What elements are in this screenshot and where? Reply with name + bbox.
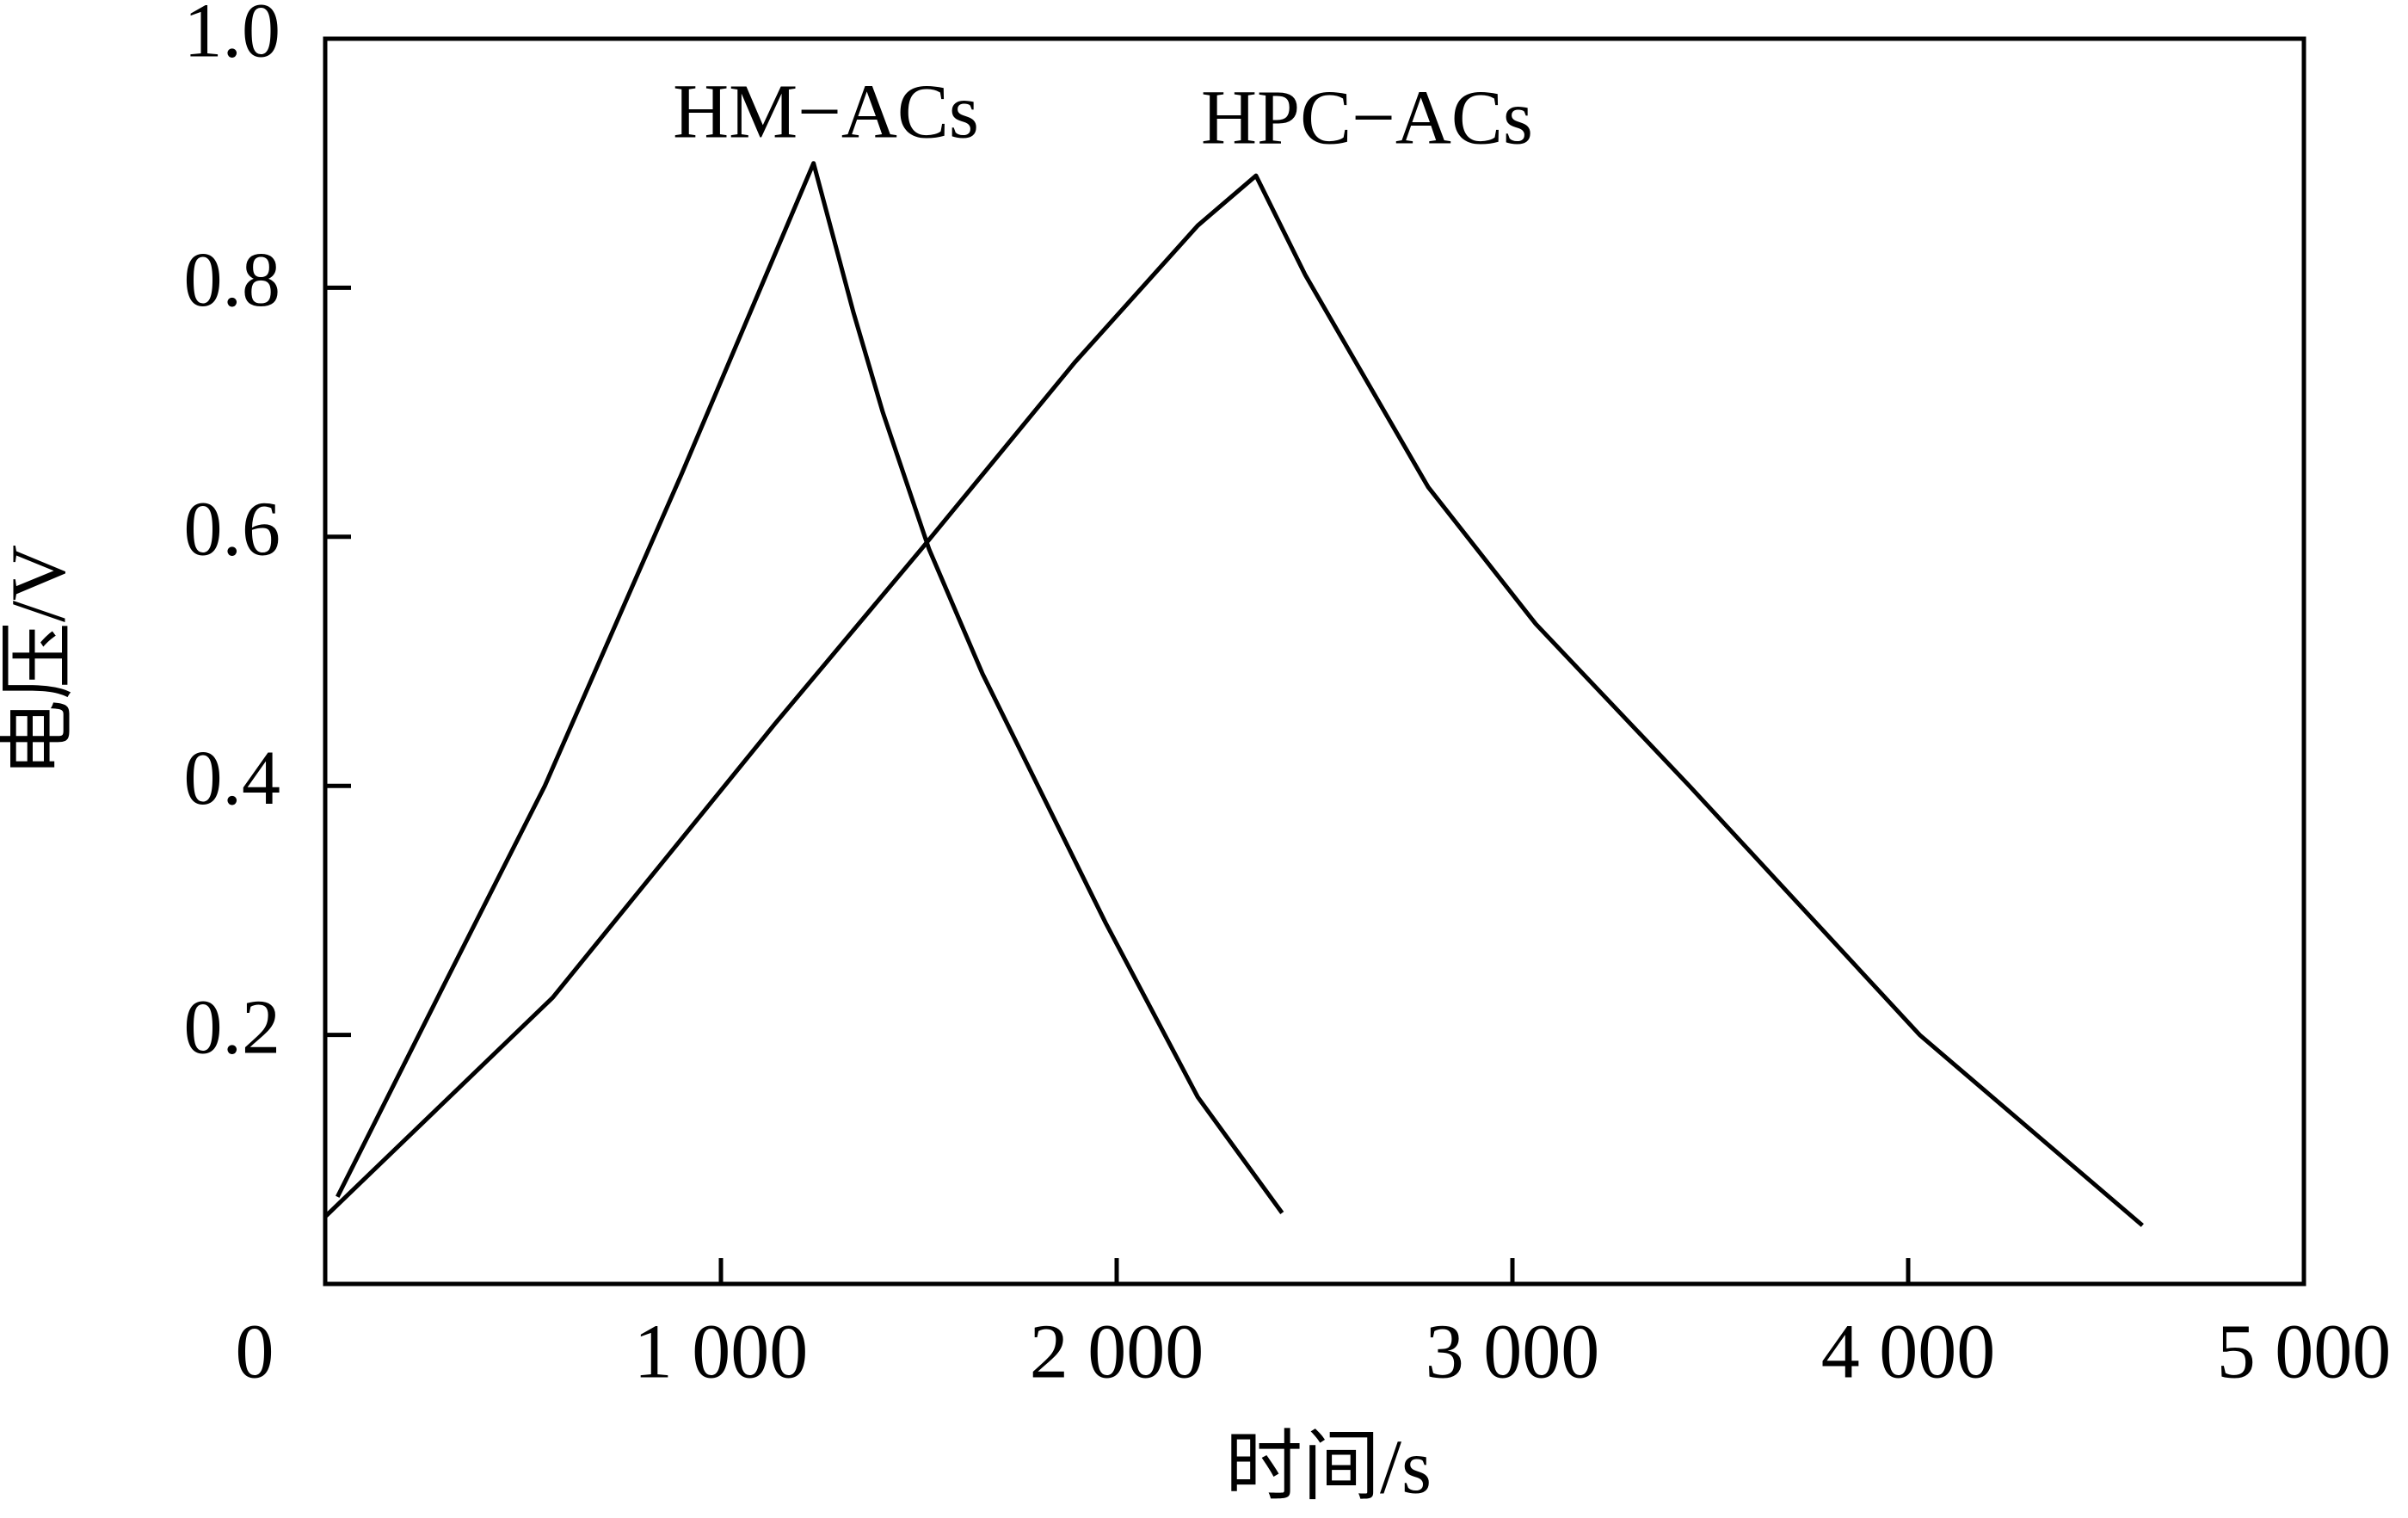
x-axis-label: 时间/s [1225,1425,1432,1510]
y-tick-label: 0.8 [184,238,281,323]
plot-frame [323,36,2306,1287]
x-tick-label: 5 000 [2217,1310,2392,1395]
y-tick-label: 0.4 [184,736,281,821]
annotation: HM−ACs [673,70,979,155]
line-series [323,173,2144,1227]
x-tick-label: 4 000 [1821,1310,1996,1395]
annotation: HPC−ACs [1201,76,1533,161]
x-tick-label: 0 [236,1310,274,1395]
x-tick-label: 3 000 [1426,1310,1600,1395]
y-tick-label: 1.0 [184,0,281,74]
x-tick-label: 1 000 [634,1310,809,1395]
y-tick-label: 0.2 [184,984,281,1070]
y-axis-label: 电压/V [0,545,82,777]
line-series [336,161,1284,1214]
x-tick-label: 2 000 [1030,1310,1204,1395]
y-tick-label: 0.6 [184,486,281,571]
